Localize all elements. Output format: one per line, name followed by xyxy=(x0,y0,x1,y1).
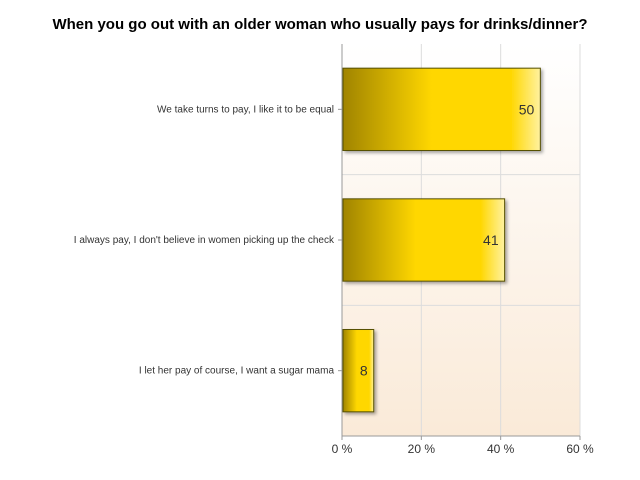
plot-area: 0 % 20 % 40 % 60 % 50 We take turns to pay, I… xyxy=(74,44,594,456)
bar xyxy=(342,329,375,413)
bar xyxy=(342,198,506,282)
chart-title: When you go out with an older woman who … xyxy=(52,16,587,33)
x-tick-label: 20 % xyxy=(408,442,436,456)
category-label: I let her pay of course, I want a sugar … xyxy=(139,366,335,377)
x-tick-label: 60 % xyxy=(566,442,594,456)
x-tick-label: 0 % xyxy=(332,442,353,456)
data-label: 8 xyxy=(360,363,368,379)
bar xyxy=(342,67,541,151)
data-label: 50 xyxy=(519,101,535,117)
data-label: 41 xyxy=(483,232,499,248)
category-label: I always pay, I don't believe in women p… xyxy=(74,235,335,246)
x-tick-label: 40 % xyxy=(487,442,515,456)
category-label: We take turns to pay, I like it to be eq… xyxy=(157,104,334,115)
